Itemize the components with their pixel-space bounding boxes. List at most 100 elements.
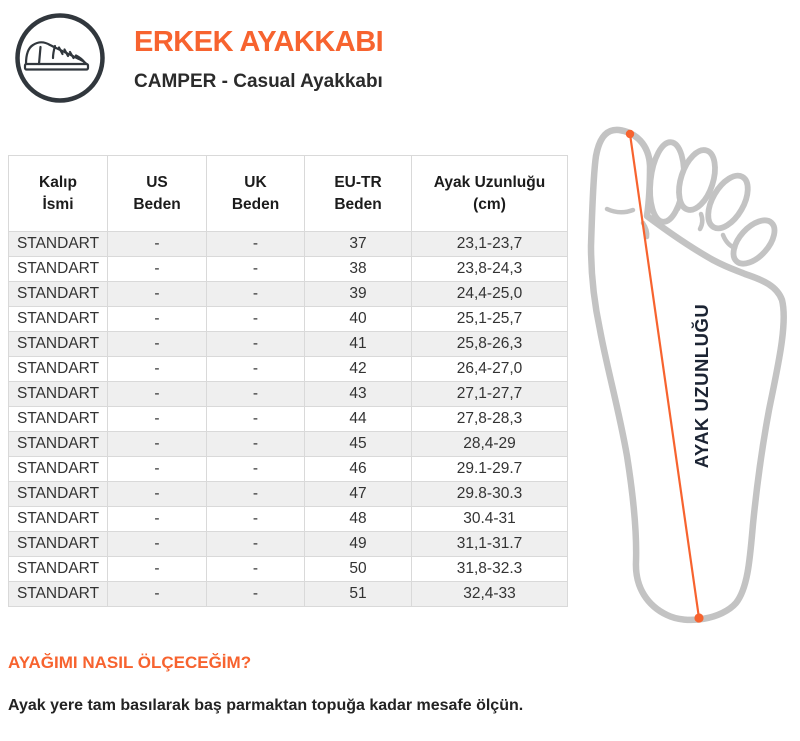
cell-us-beden: -: [107, 406, 207, 432]
cell-us-beden: -: [107, 256, 207, 282]
cell-kalip-ismi: STANDART: [8, 481, 108, 507]
table-row: STANDART - - 40 25,1-25,7: [8, 306, 568, 332]
cell-ayak-uzunlugu: 24,4-25,0: [411, 281, 568, 307]
table-row: STANDART - - 39 24,4-25,0: [8, 281, 568, 307]
page-subtitle: CAMPER - Casual Ayakkabı: [134, 71, 383, 92]
cell-eu-tr-beden: 37: [304, 231, 412, 257]
cell-eu-tr-beden: 42: [304, 356, 412, 382]
cell-us-beden: -: [107, 481, 207, 507]
col-header-us-beden: US Beden: [107, 155, 207, 232]
cell-eu-tr-beden: 46: [304, 456, 412, 482]
cell-kalip-ismi: STANDART: [8, 331, 108, 357]
cell-ayak-uzunlugu: 29.1-29.7: [411, 456, 568, 482]
cell-eu-tr-beden: 44: [304, 406, 412, 432]
size-table: Kalıp İsmi US Beden UK Beden EU-TR Beden…: [8, 155, 568, 607]
cell-eu-tr-beden: 47: [304, 481, 412, 507]
cell-eu-tr-beden: 50: [304, 556, 412, 582]
table-row: STANDART - - 47 29.8-30.3: [8, 481, 568, 507]
cell-ayak-uzunlugu: 30.4-31: [411, 506, 568, 532]
cell-kalip-ismi: STANDART: [8, 456, 108, 482]
table-row: STANDART - - 45 28,4-29: [8, 431, 568, 457]
sneaker-icon: [15, 13, 105, 103]
cell-us-beden: -: [107, 381, 207, 407]
table-row: STANDART - - 44 27,8-28,3: [8, 406, 568, 432]
cell-uk-beden: -: [206, 281, 305, 307]
cell-kalip-ismi: STANDART: [8, 556, 108, 582]
cell-uk-beden: -: [206, 256, 305, 282]
cell-us-beden: -: [107, 531, 207, 557]
table-row: STANDART - - 48 30.4-31: [8, 506, 568, 532]
measurement-line: [625, 129, 704, 623]
cell-us-beden: -: [107, 556, 207, 582]
cell-us-beden: -: [107, 506, 207, 532]
cell-us-beden: -: [107, 581, 207, 607]
cell-uk-beden: -: [206, 231, 305, 257]
cell-ayak-uzunlugu: 28,4-29: [411, 431, 568, 457]
cell-kalip-ismi: STANDART: [8, 306, 108, 332]
col-header-uk-beden: UK Beden: [206, 155, 305, 232]
col-header-kalip-ismi: Kalıp İsmi: [8, 155, 108, 232]
cell-eu-tr-beden: 51: [304, 581, 412, 607]
cell-eu-tr-beden: 43: [304, 381, 412, 407]
cell-kalip-ismi: STANDART: [8, 231, 108, 257]
measure-question-heading: AYAĞIMI NASIL ÖLÇECEĞİM?: [8, 653, 252, 672]
cell-uk-beden: -: [206, 456, 305, 482]
cell-ayak-uzunlugu: 31,8-32.3: [411, 556, 568, 582]
foot-outline: [587, 126, 787, 624]
cell-kalip-ismi: STANDART: [8, 506, 108, 532]
foot-length-label: AYAK UZUNLUĞU: [691, 304, 712, 468]
cell-uk-beden: -: [206, 556, 305, 582]
cell-kalip-ismi: STANDART: [8, 356, 108, 382]
table-row: STANDART - - 43 27,1-27,7: [8, 381, 568, 407]
cell-ayak-uzunlugu: 23,1-23,7: [411, 231, 568, 257]
cell-uk-beden: -: [206, 406, 305, 432]
cell-uk-beden: -: [206, 381, 305, 407]
cell-us-beden: -: [107, 431, 207, 457]
cell-uk-beden: -: [206, 331, 305, 357]
cell-ayak-uzunlugu: 25,1-25,7: [411, 306, 568, 332]
cell-uk-beden: -: [206, 481, 305, 507]
cell-ayak-uzunlugu: 23,8-24,3: [411, 256, 568, 282]
cell-uk-beden: -: [206, 356, 305, 382]
cell-ayak-uzunlugu: 32,4-33: [411, 581, 568, 607]
table-header-row: Kalıp İsmi US Beden UK Beden EU-TR Beden…: [8, 155, 568, 232]
table-row: STANDART - - 50 31,8-32.3: [8, 556, 568, 582]
cell-ayak-uzunlugu: 27,8-28,3: [411, 406, 568, 432]
cell-eu-tr-beden: 39: [304, 281, 412, 307]
cell-uk-beden: -: [206, 581, 305, 607]
cell-ayak-uzunlugu: 26,4-27,0: [411, 356, 568, 382]
cell-ayak-uzunlugu: 27,1-27,7: [411, 381, 568, 407]
table-row: STANDART - - 37 23,1-23,7: [8, 231, 568, 257]
cell-eu-tr-beden: 41: [304, 331, 412, 357]
cell-eu-tr-beden: 48: [304, 506, 412, 532]
table-row: STANDART - - 42 26,4-27,0: [8, 356, 568, 382]
table-row: STANDART - - 51 32,4-33: [8, 581, 568, 607]
cell-eu-tr-beden: 45: [304, 431, 412, 457]
cell-kalip-ismi: STANDART: [8, 406, 108, 432]
cell-ayak-uzunlugu: 25,8-26,3: [411, 331, 568, 357]
foot-measurement-diagram: AYAK UZUNLUĞU: [573, 118, 795, 636]
col-header-ayak-uzunlugu: Ayak Uzunluğu (cm): [411, 155, 568, 232]
shoe-logo: [14, 12, 106, 104]
cell-eu-tr-beden: 40: [304, 306, 412, 332]
header: ERKEK AYAKKABI CAMPER - Casual Ayakkabı: [14, 12, 384, 104]
cell-kalip-ismi: STANDART: [8, 381, 108, 407]
table-row: STANDART - - 49 31,1-31.7: [8, 531, 568, 557]
cell-us-beden: -: [107, 281, 207, 307]
cell-uk-beden: -: [206, 431, 305, 457]
table-row: STANDART - - 41 25,8-26,3: [8, 331, 568, 357]
cell-us-beden: -: [107, 356, 207, 382]
cell-eu-tr-beden: 49: [304, 531, 412, 557]
col-header-eu-tr-beden: EU-TR Beden: [304, 155, 412, 232]
measure-instruction-text: Ayak yere tam basılarak baş parmaktan to…: [8, 697, 524, 714]
cell-us-beden: -: [107, 456, 207, 482]
cell-uk-beden: -: [206, 506, 305, 532]
cell-kalip-ismi: STANDART: [8, 431, 108, 457]
cell-uk-beden: -: [206, 306, 305, 332]
cell-kalip-ismi: STANDART: [8, 281, 108, 307]
cell-ayak-uzunlugu: 29.8-30.3: [411, 481, 568, 507]
table-row: STANDART - - 46 29.1-29.7: [8, 456, 568, 482]
cell-kalip-ismi: STANDART: [8, 581, 108, 607]
cell-ayak-uzunlugu: 31,1-31.7: [411, 531, 568, 557]
cell-us-beden: -: [107, 331, 207, 357]
